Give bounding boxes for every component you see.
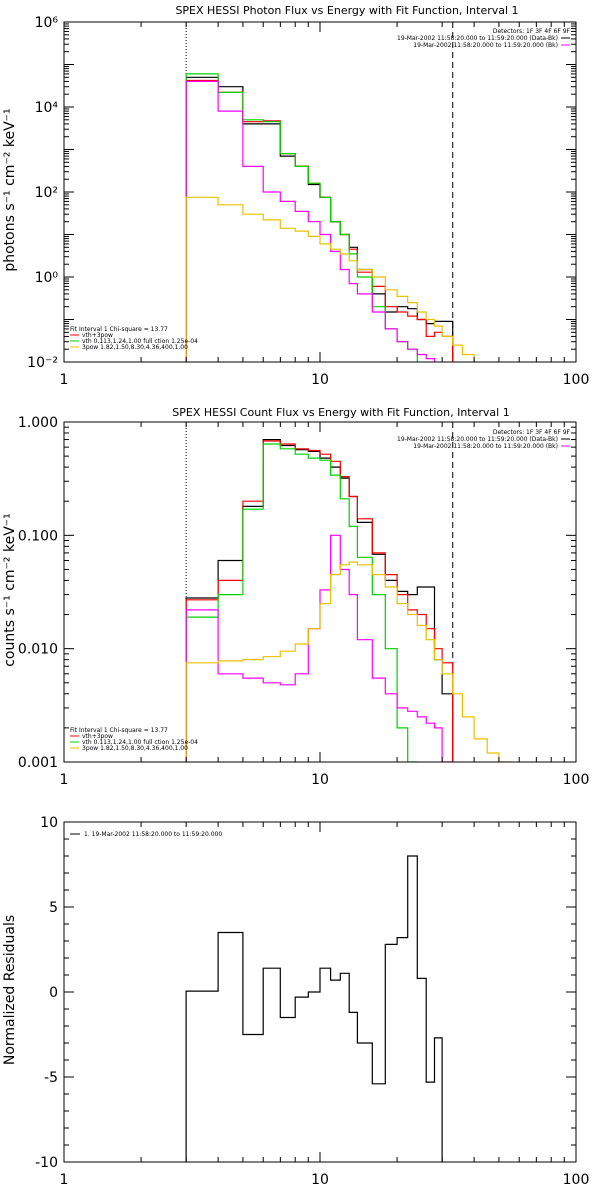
- y-axis-label: counts s⁻¹ cm⁻² keV⁻¹: [2, 513, 18, 667]
- axes: 1 10 100 10⁻² 10⁰ 10² 10⁴ 10⁶: [27, 15, 589, 388]
- y-tick-label: 0.001: [18, 755, 58, 771]
- y-tick-label: -5: [44, 1070, 58, 1086]
- y-tick-label: 10⁴: [35, 100, 59, 116]
- info-line: Detectors: 1F 3F 4F 6F 9F: [493, 28, 571, 35]
- y-tick-label: 10²: [35, 185, 58, 201]
- legend-entry: Fit Interval 1 Chi-square = 13.77: [70, 326, 168, 333]
- y-tick-label: 0: [49, 985, 58, 1001]
- y-tick-label: 10: [40, 815, 58, 831]
- axes: 1 10 100 0.001 0.010 0.100 1.000: [18, 415, 589, 788]
- x-tick-label: 1: [60, 1172, 69, 1188]
- x-tick-label: 100: [563, 372, 590, 388]
- legend-entry: Fit Interval 1 Chi-square = 13.77: [70, 727, 168, 734]
- x-tick-label: 10: [311, 1172, 329, 1188]
- x-tick-label: 1: [60, 372, 69, 388]
- series-4-step-line: [185, 196, 475, 362]
- chart-title: SPEX HESSI Count Flux vs Energy with Fit…: [172, 406, 509, 419]
- info-line: 19-Mar-2002 11:58:20.000 to 11:59:20.000…: [397, 35, 558, 42]
- legend-entry: vth+3pow: [82, 332, 113, 339]
- axes: 1 10 100 -10 -5 0 5 10: [35, 815, 589, 1188]
- y-tick-label: 5: [49, 900, 58, 916]
- legend-entry: 3pow 1.82,1.50,8.30,4.36,400,1.00: [82, 344, 188, 351]
- legend-entry: vth+3pow: [82, 733, 113, 740]
- x-tick-label: 10: [311, 772, 329, 788]
- panel-count-flux: SPEX HESSI Count Flux vs Energy with Fit…: [2, 406, 589, 788]
- y-tick-label: -10: [35, 1155, 58, 1171]
- panel-photon-flux: SPEX HESSI Photon Flux vs Energy with Fi…: [2, 4, 589, 388]
- legend-entry: vth 0.113,1.24,1.00 full ction 1.25e-04: [82, 338, 198, 345]
- series-4-step-line: [185, 561, 512, 762]
- legend: 1. 19-Mar-2002 11:58:20.000 to 11:59:20.…: [70, 831, 222, 838]
- y-tick-label: 0.010: [18, 642, 58, 658]
- y-axis-label: photons s⁻¹ cm⁻² keV⁻¹: [2, 108, 18, 271]
- x-tick-label: 100: [563, 1172, 590, 1188]
- panel-residuals: Normalized Residuals 1. 19-Mar-2002 11:5…: [2, 815, 589, 1188]
- info-line: Detectors: 1F 3F 4F 6F 9F: [493, 429, 571, 436]
- series-0-step-line: [185, 855, 443, 1162]
- chart-title: SPEX HESSI Photon Flux vs Energy with Fi…: [175, 4, 518, 17]
- legend-entry: 1. 19-Mar-2002 11:58:20.000 to 11:59:20.…: [84, 831, 222, 838]
- x-tick-label: 10: [311, 372, 329, 388]
- series-2-step-line: [185, 443, 418, 762]
- data-area: [185, 422, 512, 762]
- y-tick-label: 1.000: [18, 415, 58, 431]
- data-area: [185, 22, 475, 362]
- info-line: 19-Mar-2002 11:58:20.000 to 11:59:20.000…: [413, 443, 558, 450]
- series-3-step-line: [185, 534, 453, 762]
- x-tick-label: 1: [60, 772, 69, 788]
- legend-entry: vth 0.113,1.24,1.00 full ction 1.25e-04: [82, 739, 198, 746]
- y-tick-label: 0.100: [18, 528, 58, 544]
- y-axis-label: Normalized Residuals: [2, 915, 18, 1065]
- legend: Fit Interval 1 Chi-square = 13.77vth+3po…: [70, 727, 198, 752]
- series-3-step-line: [185, 80, 436, 362]
- y-tick-label: 10⁻²: [27, 355, 58, 371]
- y-tick-label: 10⁰: [35, 270, 59, 286]
- x-tick-label: 100: [563, 772, 590, 788]
- legend-entry: 3pow 1.82,1.50,8.30,4.36,400,1.00: [82, 745, 188, 752]
- info-line: 19-Mar-2002 11:58:20.000 to 11:59:20.000…: [397, 436, 558, 443]
- info-line: 19-Mar-2002 11:58:20.000 to 11:59:20.000…: [413, 42, 558, 49]
- legend: Fit Interval 1 Chi-square = 13.77vth+3po…: [70, 326, 198, 351]
- y-tick-label: 10⁶: [35, 15, 59, 31]
- data-area: [185, 855, 443, 1162]
